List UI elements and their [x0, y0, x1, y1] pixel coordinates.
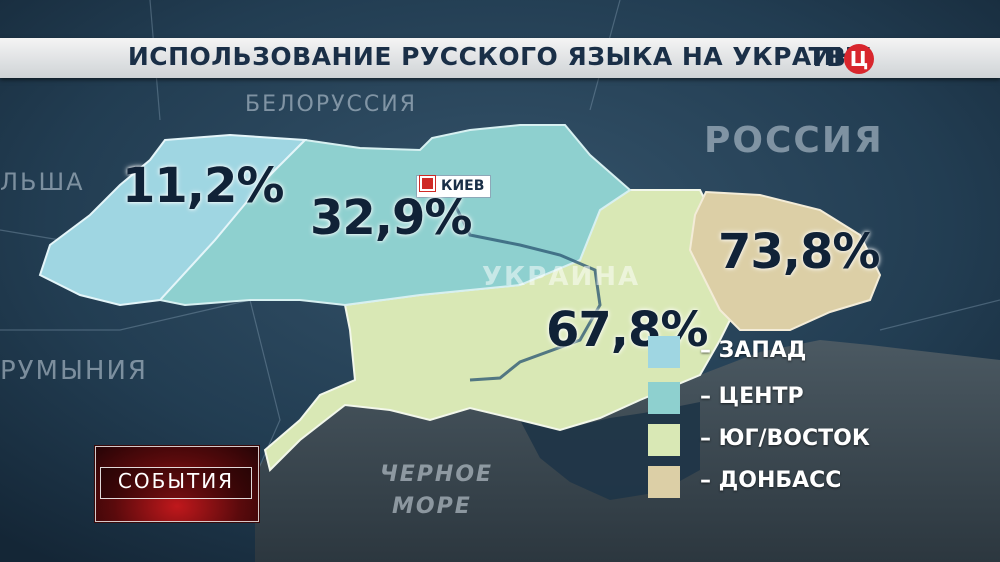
channel-logo-circle: Ц [844, 43, 874, 74]
value-west: 11,2% [122, 158, 285, 214]
channel-logo-prefix: ТВ [808, 43, 846, 73]
capital-label: КИЕВ [441, 178, 485, 194]
value-south-east: 67,8% [546, 302, 709, 358]
program-badge-label: СОБЫТИЯ [117, 469, 235, 493]
capital-icon [419, 175, 436, 192]
capital-marker: КИЕВ [416, 175, 492, 198]
legend-label-donbass: – ДОНБАСС [700, 468, 842, 493]
legend-item-south-east: – ЮГ/ВОСТОК [648, 424, 908, 456]
label-ukraine: УКРАИНА [482, 262, 641, 292]
legend-swatch-south-east [648, 424, 680, 456]
channel-logo: ТВ Ц [808, 40, 874, 76]
region-center [158, 124, 632, 307]
value-center: 32,9% [310, 190, 473, 246]
page-title: ИСПОЛЬЗОВАНИЕ РУССКОГО ЯЗЫКА НА УКРАИНЕ [127, 42, 873, 71]
value-donbass: 73,8% [718, 224, 881, 280]
label-sea-line1: ЧЕРНОЕ [380, 462, 494, 487]
legend-swatch-donbass [648, 466, 680, 498]
label-russia: РОССИЯ [704, 120, 884, 161]
legend-label-west: – ЗАПАД [700, 338, 807, 363]
legend-item-donbass: – ДОНБАСС [648, 466, 908, 498]
title-bar: ИСПОЛЬЗОВАНИЕ РУССКОГО ЯЗЫКА НА УКРАИНЕ … [0, 38, 1000, 78]
legend-item-west: – ЗАПАД [648, 336, 908, 368]
legend-swatch-center [648, 382, 680, 414]
legend-item-center: – ЦЕНТР [648, 382, 908, 414]
region-donbass [688, 190, 882, 331]
legend-label-center: – ЦЕНТР [700, 384, 804, 409]
legend-label-south-east: – ЮГ/ВОСТОК [700, 426, 870, 451]
region-west [38, 133, 308, 307]
dnieper-river [453, 204, 602, 382]
legend-swatch-west [648, 336, 680, 368]
program-badge: СОБЫТИЯ [95, 446, 259, 522]
label-belarus: БЕЛОРУССИЯ [245, 92, 417, 117]
label-poland: ЛЬША [0, 168, 85, 196]
label-sea-line2: МОРЕ [392, 494, 472, 519]
program-badge-frame [100, 467, 252, 499]
label-romania: РУМЫНИЯ [0, 356, 148, 386]
